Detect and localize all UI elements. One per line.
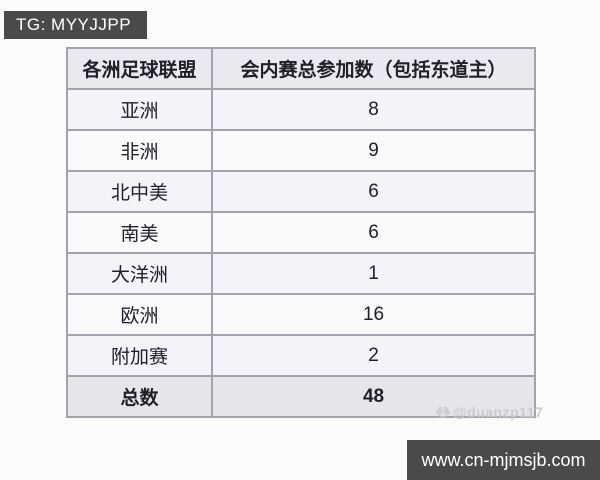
- league-cell: 大洋洲: [65, 252, 214, 295]
- table-row: 大洋洲 1: [65, 252, 536, 295]
- table-header-row: 各洲足球联盟 会内赛总参加数（包括东道主）: [65, 47, 536, 90]
- count-cell: 8: [211, 88, 536, 131]
- count-cell: 9: [211, 129, 536, 172]
- table-row: 北中美 6: [65, 170, 536, 213]
- tg-channel-badge: TG: MYYJJPP: [4, 11, 148, 39]
- table-row: 非洲 9: [65, 129, 536, 172]
- league-cell: 北中美: [65, 170, 214, 213]
- count-cell: 16: [211, 293, 536, 336]
- table-row: 欧洲 16: [65, 293, 536, 336]
- table-total-row: 总数 48: [65, 375, 536, 418]
- table-row: 附加赛 2: [65, 334, 536, 377]
- header-league: 各洲足球联盟: [65, 47, 214, 90]
- count-cell: 1: [211, 252, 536, 295]
- header-count: 会内赛总参加数（包括东道主）: [211, 47, 536, 90]
- count-cell: 6: [211, 170, 536, 213]
- table-row: 南美 6: [65, 211, 536, 254]
- confederation-slots-table: 各洲足球联盟 会内赛总参加数（包括东道主） 亚洲 8 非洲 9 北中美 6 南美…: [65, 47, 536, 418]
- count-cell: 2: [211, 334, 536, 377]
- site-url: www.cn-mjmsjb.com: [421, 449, 586, 470]
- league-cell: 南美: [65, 211, 214, 254]
- site-url-bar: www.cn-mjmsjb.com: [407, 440, 600, 480]
- league-cell: 附加赛: [65, 334, 214, 377]
- count-cell: 6: [211, 211, 536, 254]
- league-cell: 亚洲: [65, 88, 214, 131]
- league-cell: 非洲: [65, 129, 214, 172]
- table-row: 亚洲 8: [65, 88, 536, 131]
- total-label-cell: 总数: [65, 375, 214, 418]
- league-cell: 欧洲: [65, 293, 214, 336]
- total-count-cell: 48: [211, 375, 536, 418]
